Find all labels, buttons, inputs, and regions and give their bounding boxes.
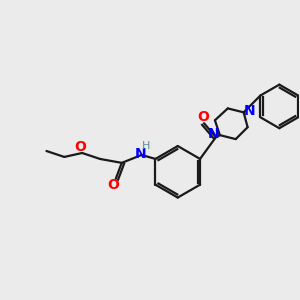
Text: H: H bbox=[142, 141, 151, 151]
Text: O: O bbox=[107, 178, 119, 192]
Text: N: N bbox=[208, 127, 220, 141]
Text: O: O bbox=[197, 110, 209, 124]
Text: O: O bbox=[74, 140, 86, 154]
Text: N: N bbox=[135, 147, 146, 161]
Text: N: N bbox=[244, 104, 255, 118]
